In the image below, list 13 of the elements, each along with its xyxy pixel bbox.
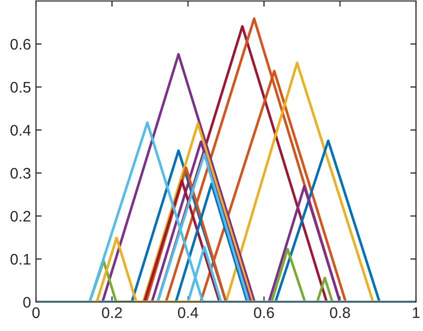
x-tick-label: 0.2 (102, 307, 122, 318)
x-tick-label: 0 (32, 307, 40, 318)
x-tick-label: 1 (412, 307, 420, 318)
x-tick-label: 0.4 (178, 307, 198, 318)
x-tick-label: 0.6 (254, 307, 274, 318)
y-tick-label: 0.6 (10, 38, 30, 50)
x-tick-label: 0.8 (330, 307, 350, 318)
y-tick-label: 0.2 (10, 210, 30, 222)
y-tick-label: 0.4 (10, 124, 31, 136)
y-tick-label: 0.3 (10, 168, 30, 179)
y-tick-label: 0.1 (10, 254, 30, 265)
y-tick-label: 0.5 (10, 82, 30, 93)
y-tick-label: 0 (23, 296, 31, 308)
